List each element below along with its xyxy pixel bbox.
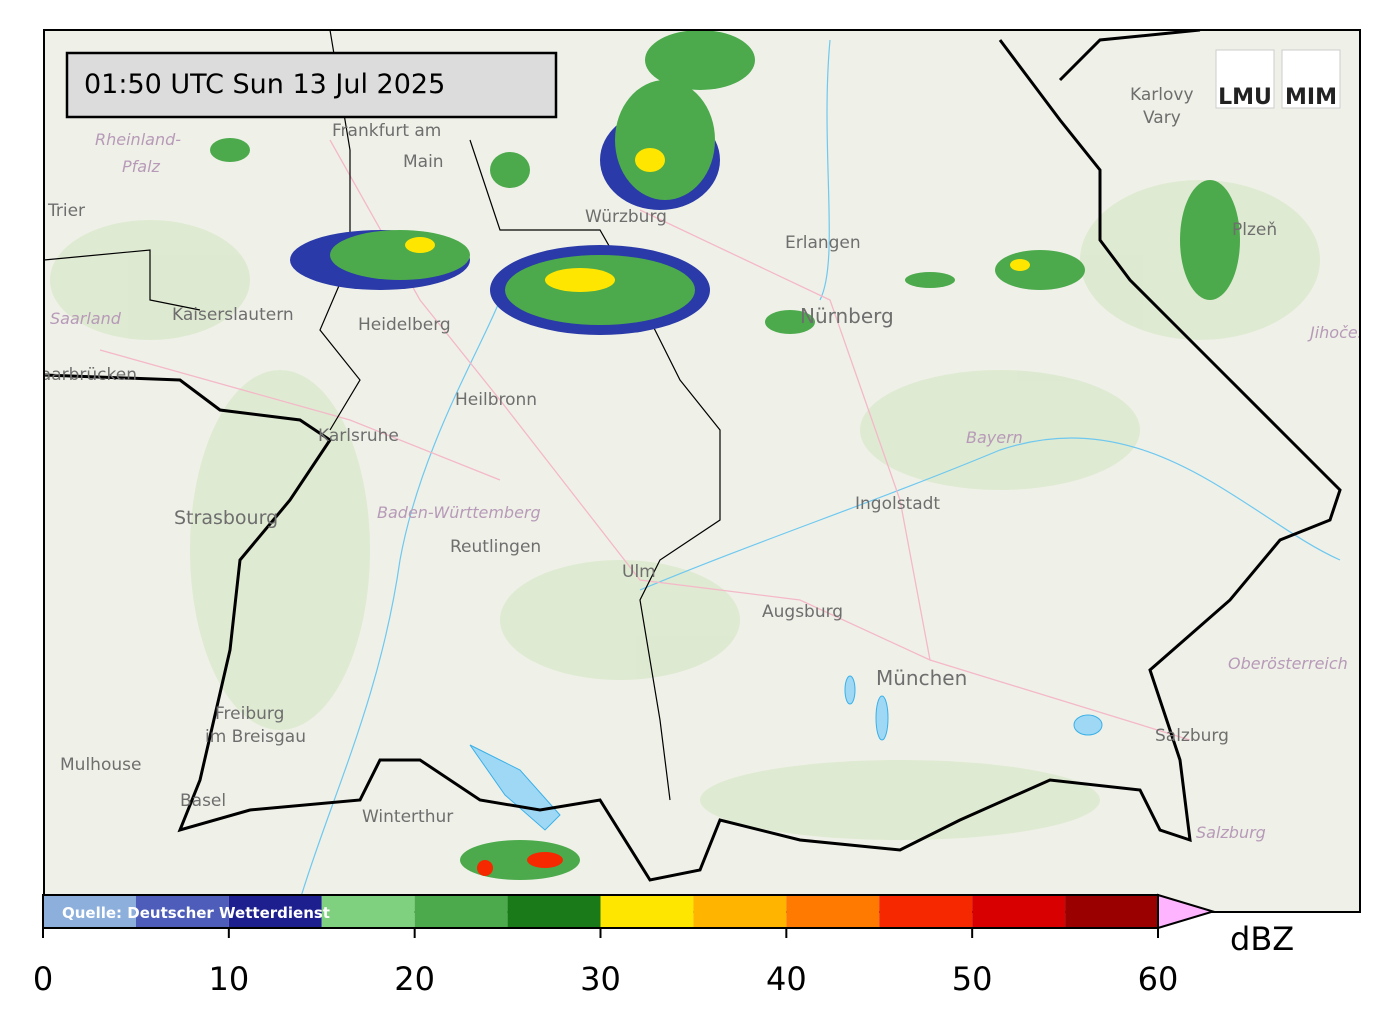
svg-text:Oberösterreich: Oberösterreich [1228,654,1348,673]
rivers [299,39,1341,901]
svg-text:Vary: Vary [1143,108,1181,128]
svg-text:Saarbrücken: Saarbrücken [30,365,137,385]
svg-text:Nürnberg: Nürnberg [800,304,894,328]
svg-text:Winterthur: Winterthur [362,807,453,827]
colorbar-segment [879,895,973,928]
tick-label: 0 [33,960,53,998]
svg-text:Basel: Basel [180,791,226,811]
map: Frankfurt am Main Rheinland- Pfalz Trier… [30,30,1385,912]
tick-label: 60 [1138,960,1179,998]
colorbar-segment [1065,895,1158,928]
radar-echoes [210,30,1240,880]
colorbar-segment [228,895,322,928]
colorbar-segment [972,895,1066,928]
svg-text:Mulhouse: Mulhouse [60,755,141,775]
svg-text:Augsburg: Augsburg [762,602,843,622]
svg-text:Trier: Trier [47,201,85,221]
logo-text: LMU [1218,85,1272,110]
svg-text:Ulm: Ulm [622,562,656,582]
svg-text:Kaiserslautern: Kaiserslautern [172,305,294,325]
svg-text:Reutlingen: Reutlingen [450,537,541,557]
svg-text:Freiburg: Freiburg [215,704,284,724]
colorbar-segment [414,895,508,928]
forest [50,180,1320,840]
svg-text:Salzburg: Salzburg [1196,823,1266,842]
svg-text:Salzburg: Salzburg [1155,726,1229,746]
svg-text:Rheinland-: Rheinland- [95,130,181,149]
colorbar-segment [507,895,601,928]
svg-text:Pfalz: Pfalz [122,157,161,176]
timestamp: 01:50 UTC Sun 13 Jul 2025 [84,69,445,100]
colorbar-segment [600,895,694,928]
svg-text:Strasbourg: Strasbourg [174,507,278,529]
svg-text:Bayern: Bayern [966,428,1023,447]
svg-text:Heidelberg: Heidelberg [358,315,451,335]
colorbar-segment [786,895,880,928]
logo [1281,49,1341,109]
svg-text:Jihočeský: Jihočeský [1307,323,1385,342]
svg-text:Ingolstadt: Ingolstadt [855,494,940,514]
colorbar-segment [693,895,787,928]
colorbar: Quelle: Deutscher Wetterdienst 0 10 20 30 40 5… [33,893,1294,998]
svg-text:Baden-Württemberg: Baden-Württemberg [377,503,541,522]
colorbar-segment [43,895,136,928]
admin-borders [44,30,721,801]
svg-text:Karlovy: Karlovy [1130,85,1194,105]
svg-text:Main: Main [403,152,444,172]
colorbar-segment [321,895,415,928]
tick-label: 40 [766,960,807,998]
logos: LMU MIM [1215,49,1341,110]
svg-text:Frankfurt am: Frankfurt am [332,121,441,141]
svg-text:München: München [876,666,967,690]
svg-text:im Breisgau: im Breisgau [205,727,306,747]
colorbar-segment [135,895,229,928]
roads [99,139,1191,741]
svg-text:Saarland: Saarland [50,309,122,328]
svg-text:Erlangen: Erlangen [785,233,861,253]
tick-label: 10 [208,960,249,998]
tick-label: 50 [952,960,993,998]
logo-text: MIM [1285,85,1337,110]
source-label: Quelle: Deutscher Wetterdienst [62,904,330,922]
timestamp-box [65,51,558,119]
tick-label: 30 [580,960,621,998]
logo [1215,49,1275,109]
svg-text:Karlsruhe: Karlsruhe [318,426,399,446]
svg-text:Würzburg: Würzburg [585,207,667,227]
borders [44,30,1342,882]
colorbar-unit: dBZ [1230,920,1294,958]
tick-label: 20 [394,960,435,998]
place-labels: Frankfurt am Main Rheinland- Pfalz Trier… [30,85,1385,842]
svg-text:Heilbronn: Heilbronn [455,390,537,410]
svg-text:Plzeň: Plzeň [1232,220,1277,240]
